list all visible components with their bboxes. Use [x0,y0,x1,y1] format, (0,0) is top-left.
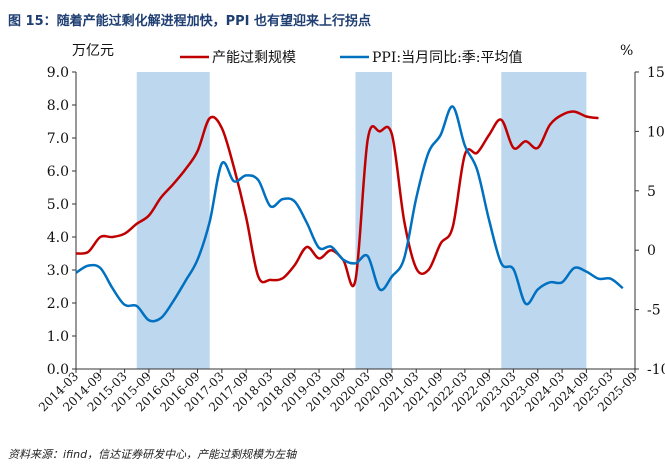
right-tick-label: 5 [647,184,656,200]
source-note: 资料来源：ifind，信达证券研发中心，产能过剩规模为左轴 [8,448,297,461]
shaded-period [501,72,587,369]
right-tick-label: 0 [647,243,656,259]
left-axis-unit: 万亿元 [72,43,114,59]
series-line-ppi [75,105,624,323]
left-tick-label: 6.0 [47,164,69,180]
left-tick-label: 3.0 [47,263,69,279]
right-axis-unit: % [620,43,633,59]
right-tick-label: 15 [647,65,665,81]
legend: 产能过剩规模 PPI:当月同比:季:平均值 [180,50,523,66]
left-tick-label: 9.0 [47,65,69,81]
left-tick-label: 0.0 [47,362,69,378]
left-tick-label: 4.0 [47,230,69,246]
chart: 0.0 1.0 2.0 3.0 4.0 5.0 6.0 7.0 8.0 9.0 -10 -5 0 5 10 1… [36,43,665,414]
shaded-period [136,72,210,369]
series-lines [75,105,624,323]
right-tick-label: -10 [647,362,665,378]
right-tick-label: -5 [647,303,661,319]
left-tick-label: 1.0 [47,329,69,345]
legend-label-ppi: PPI:当月同比:季:平均值 [372,50,523,66]
figure-title: 图 15：随着产能过剩化解进程加快，PPI 也有望迎来上行拐点 [8,14,372,29]
legend-label-capacity: 产能过剩规模 [212,50,296,66]
left-tick-label: 8.0 [47,98,69,114]
right-tick-label: 10 [647,124,665,140]
left-tick-label: 7.0 [47,131,69,147]
left-tick-label: 2.0 [47,296,69,312]
left-tick-label: 5.0 [47,197,69,213]
